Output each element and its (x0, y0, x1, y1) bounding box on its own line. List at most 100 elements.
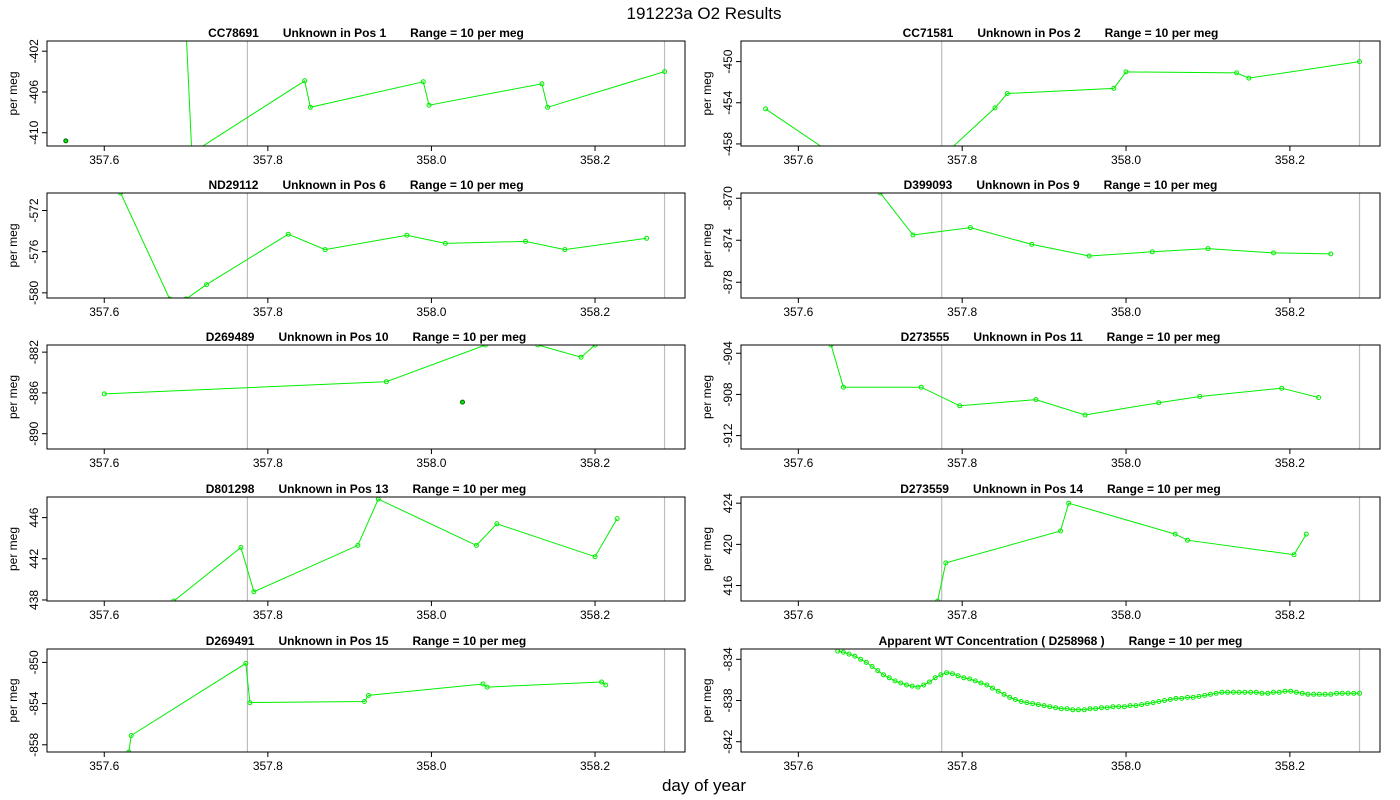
data-point (1303, 531, 1309, 537)
data-point (484, 684, 490, 690)
panel-title-part: Apparent WT Concentration ( D258968 ) (879, 634, 1105, 648)
data-point (1076, 707, 1081, 713)
plot-area (118, 193, 666, 298)
figure-xlabel: day of year (662, 776, 746, 795)
data-point (1339, 690, 1345, 696)
x-tick-label: 357.6 (89, 305, 119, 319)
panel-title: D273555 Unknown in Pos 11 Range = 10 per m… (901, 330, 1221, 344)
data-point (128, 733, 134, 738)
panel-title: CC71581 Unknown in Pos 2 Range = 10 per me… (903, 26, 1219, 40)
data-point (961, 675, 967, 681)
x-tick-label: 357.6 (783, 305, 813, 319)
data-point (238, 545, 244, 550)
data-point (535, 345, 541, 348)
data-point (126, 749, 132, 752)
data-point (662, 69, 668, 75)
data-point (1234, 70, 1240, 76)
plot-frame (740, 192, 1381, 299)
y-axis-label: per meg (6, 71, 20, 115)
plot-frame (740, 496, 1381, 602)
x-tick-label: 358.0 (1111, 759, 1141, 773)
y-tick-label: -842 (721, 729, 735, 753)
panel-title-part: Unknown in Pos 11 (973, 330, 1083, 344)
plot-area (835, 649, 1362, 752)
data-point (184, 29, 188, 33)
x-tick-label: 358.2 (580, 305, 610, 319)
x-tick-label: 358.2 (1275, 153, 1305, 167)
data-point (1018, 699, 1024, 704)
data-point (1242, 689, 1248, 695)
data-point (243, 660, 249, 666)
panel-title-part: D269491 (206, 634, 255, 648)
panel-title-part: Unknown in Pos 2 (977, 26, 1081, 40)
data-point (763, 106, 769, 112)
y-axis-label: per meg (700, 375, 714, 419)
panel-10: Apparent WT Concentration ( D258968 ) Ran… (700, 634, 1381, 773)
data-point (1205, 246, 1211, 252)
data-point (190, 151, 194, 155)
data-point (1236, 689, 1242, 695)
data-point (383, 379, 389, 385)
x-tick-label: 357.6 (783, 456, 813, 470)
x-tick-label: 357.8 (253, 456, 283, 470)
data-point (1276, 689, 1282, 695)
data-point (877, 193, 883, 196)
data-point (592, 554, 598, 560)
y-tick-label: -850 (27, 650, 41, 674)
panel-title-part: D269489 (206, 330, 255, 344)
series-line (120, 193, 647, 298)
y-tick-label: -858 (27, 732, 41, 756)
x-tick-label: 357.8 (253, 305, 283, 319)
panel-7: D801298 Unknown in Pos 13 Range = 10 per m… (6, 482, 686, 622)
panel-title-part: D273555 (901, 330, 950, 344)
data-point (1149, 249, 1155, 255)
data-point (949, 671, 955, 677)
data-point (1173, 695, 1179, 701)
data-point (938, 672, 944, 678)
data-point (840, 649, 846, 655)
data-point (1279, 385, 1285, 391)
data-point (1230, 689, 1236, 695)
data-point (1197, 394, 1203, 399)
y-axis-label: per meg (6, 375, 20, 419)
y-tick-label: -878 (721, 270, 735, 294)
panel-title: D801298 Unknown in Pos 13 Range = 10 per m… (206, 482, 526, 496)
plot-area (763, 41, 1362, 146)
data-point (578, 354, 584, 360)
data-point (1116, 704, 1122, 710)
y-tick-label: -912 (721, 423, 735, 447)
series-line (104, 345, 596, 395)
y-tick-label: -874 (721, 228, 735, 252)
y-tick-label: -834 (721, 647, 735, 671)
data-point (1012, 697, 1018, 702)
data-point (420, 79, 426, 85)
data-point (539, 81, 545, 87)
data-point (1316, 691, 1322, 697)
data-point (1357, 59, 1362, 65)
x-tick-label: 358.0 (1111, 153, 1141, 167)
panel-title-part: D801298 (206, 482, 255, 496)
y-tick-label: -458 (721, 132, 735, 156)
data-point (1053, 705, 1059, 711)
y-tick-label: 424 (721, 493, 735, 513)
x-tick-label: 358.0 (416, 608, 446, 622)
data-point (1265, 690, 1271, 696)
x-tick-label: 358.2 (580, 759, 610, 773)
data-point (1066, 500, 1072, 506)
y-axis-label: per meg (6, 678, 20, 722)
data-point (1133, 703, 1139, 709)
panel-1: CC78691 Unknown in Pos 1 Range = 10 per me… (6, 26, 686, 167)
data-point (426, 102, 432, 108)
data-point (967, 225, 973, 231)
data-point (915, 684, 921, 690)
panel-9: D269491 Unknown in Pos 15 Range = 10 per m… (6, 634, 686, 773)
panel-title-part: D273559 (900, 482, 949, 496)
panel-8: D273559 Unknown in Pos 14 Range = 10 per m… (700, 482, 1381, 622)
data-point (1293, 689, 1299, 695)
data-point (972, 678, 978, 684)
panel-title-part: Range = 10 per meg (1107, 330, 1221, 344)
panel-title-part: Range = 10 per meg (410, 26, 524, 40)
data-point (361, 699, 367, 704)
x-tick-label: 358.2 (1275, 305, 1305, 319)
